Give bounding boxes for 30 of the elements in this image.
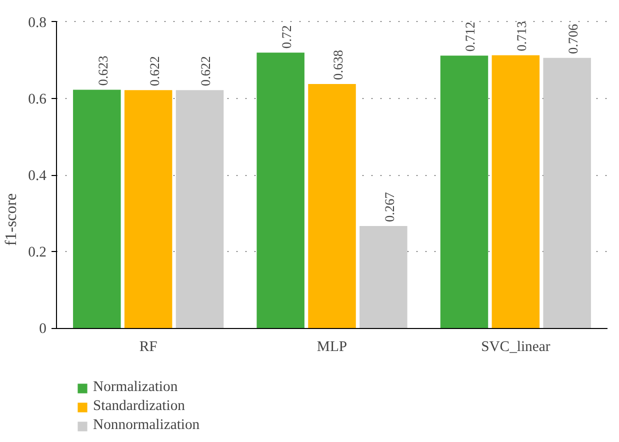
legend-label: Nonnormalization — [93, 417, 200, 434]
y-axis-title: f1-score — [3, 193, 20, 246]
bar — [73, 90, 121, 328]
data-label: 0.713 — [514, 20, 530, 52]
y-tick-label: 0.4 — [28, 168, 48, 184]
data-label: 0.72 — [279, 25, 294, 49]
data-label: 0.623 — [95, 55, 110, 86]
data-label: 0.638 — [330, 50, 346, 80]
x-tick-label: SVC_linear — [481, 339, 550, 356]
bar — [176, 90, 224, 328]
legend-label: Normalization — [93, 379, 178, 396]
y-tick-label: 0.6 — [28, 92, 47, 108]
x-tick-label: RF — [139, 339, 158, 356]
data-label: 0.706 — [566, 24, 581, 54]
x-tick-label: MLP — [316, 339, 348, 356]
data-label: 0.622 — [198, 56, 214, 86]
bar — [308, 84, 356, 328]
data-label: 0.267 — [382, 192, 397, 222]
bar — [440, 56, 488, 328]
data-label: 0.622 — [146, 56, 162, 86]
y-tick-label: 0.2 — [28, 244, 47, 261]
bar — [360, 226, 408, 328]
y-tick-label: 0 — [39, 321, 46, 338]
bar — [543, 58, 591, 328]
data-label: 0.712 — [462, 22, 478, 52]
y-tick-label: 0.8 — [28, 14, 47, 31]
legend-label: Standardization — [93, 398, 185, 415]
bar — [256, 52, 304, 328]
bar — [492, 55, 540, 328]
bar — [124, 90, 172, 328]
